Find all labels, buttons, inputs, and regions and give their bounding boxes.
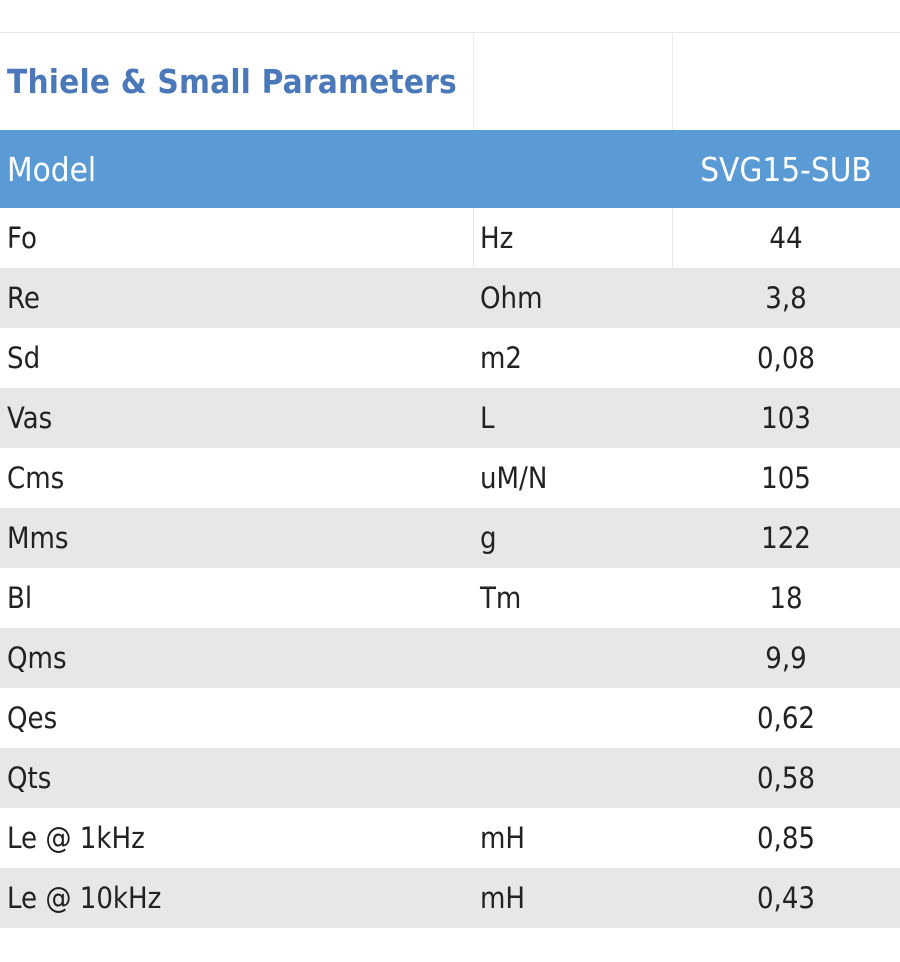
param-name: Sd (7, 341, 41, 375)
table-row: Le @ 1kHz mH 0,85 (0, 808, 900, 868)
table-row: Qes 0,62 (0, 688, 900, 748)
table-row: Sd m2 0,08 (0, 328, 900, 388)
table-row: Qms 9,9 (0, 628, 900, 688)
param-name: Bl (7, 581, 33, 615)
param-value: 122 (761, 521, 811, 555)
param-name: Qms (7, 641, 67, 675)
param-value: 9,9 (765, 641, 807, 675)
header-row: Model SVG15-SUB (0, 130, 900, 208)
table-body: Fo Hz 44 Re Ohm 3,8 Sd m2 0,08 Vas L 103… (0, 208, 900, 928)
parameters-table: Thiele & Small Parameters Model SVG15-SU… (0, 32, 900, 928)
top-border (0, 32, 900, 33)
param-name: Qts (7, 761, 52, 795)
table-row: Qts 0,58 (0, 748, 900, 808)
column-divider (672, 32, 673, 130)
param-value: 18 (769, 581, 803, 615)
column-divider (473, 208, 474, 268)
table-row: Bl Tm 18 (0, 568, 900, 628)
param-name: Cms (7, 461, 65, 495)
table-row: Re Ohm 3,8 (0, 268, 900, 328)
table-row: Vas L 103 (0, 388, 900, 448)
table-title: Thiele & Small Parameters (7, 61, 457, 101)
param-unit: Tm (480, 581, 522, 615)
column-divider (672, 208, 673, 268)
param-value: 0,08 (756, 341, 816, 375)
param-name: Fo (7, 221, 37, 255)
param-name: Mms (7, 521, 69, 555)
param-value: 44 (769, 221, 803, 255)
title-row: Thiele & Small Parameters (0, 32, 900, 130)
param-unit: mH (480, 821, 526, 855)
param-unit: mH (480, 881, 526, 915)
param-name: Le @ 10kHz (7, 881, 162, 915)
table-row: Fo Hz 44 (0, 208, 900, 268)
param-unit: m2 (480, 341, 523, 375)
param-unit: g (480, 521, 497, 555)
param-name: Qes (7, 701, 58, 735)
param-value: 103 (761, 401, 811, 435)
param-value: 0,43 (756, 881, 816, 915)
table-row: Cms uM/N 105 (0, 448, 900, 508)
param-value: 0,62 (756, 701, 816, 735)
param-name: Vas (7, 401, 53, 435)
param-name: Re (7, 281, 40, 315)
param-unit: Hz (480, 221, 514, 255)
param-unit: L (480, 401, 495, 435)
param-value: 105 (761, 461, 811, 495)
header-model-value: SVG15-SUB (700, 149, 872, 189)
param-value: 0,58 (756, 761, 816, 795)
header-model-label: Model (7, 149, 97, 189)
table-row: Le @ 10kHz mH 0,43 (0, 868, 900, 928)
param-unit: uM/N (480, 461, 548, 495)
param-name: Le @ 1kHz (7, 821, 145, 855)
param-value: 3,8 (765, 281, 807, 315)
param-unit: Ohm (480, 281, 543, 315)
param-value: 0,85 (756, 821, 816, 855)
column-divider (473, 32, 474, 130)
table-row: Mms g 122 (0, 508, 900, 568)
